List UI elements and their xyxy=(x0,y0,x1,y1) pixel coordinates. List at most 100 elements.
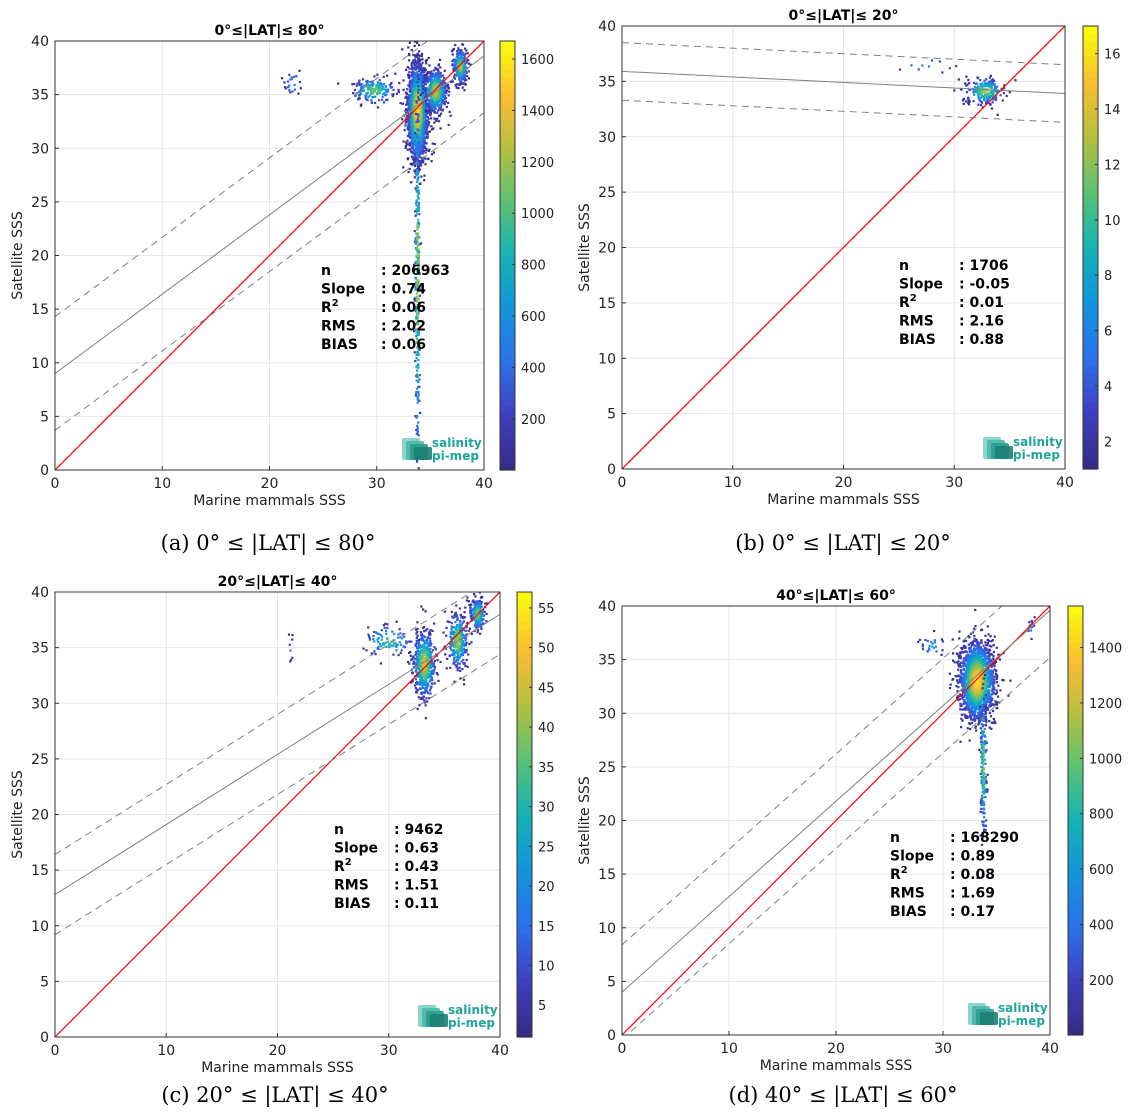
colorbar-tick-label: 1000 xyxy=(521,207,554,222)
density-cell xyxy=(457,629,461,632)
density-cell xyxy=(413,176,416,179)
density-cell xyxy=(428,680,432,683)
density-cell xyxy=(417,250,421,254)
density-cell xyxy=(412,130,415,133)
density-cell xyxy=(420,105,423,109)
density-cell xyxy=(439,660,442,664)
density-cell xyxy=(967,78,970,81)
colorbar-step xyxy=(1083,48,1098,57)
density-cell xyxy=(415,208,418,211)
density-cell xyxy=(366,91,369,95)
density-cell xyxy=(423,97,426,100)
colorbar-tick-label: 8 xyxy=(1104,269,1112,284)
density-cell xyxy=(428,662,431,665)
colorbar-step xyxy=(1083,409,1098,418)
density-cell xyxy=(434,66,437,69)
density-cell xyxy=(381,98,384,101)
density-cell xyxy=(464,83,467,86)
density-cell xyxy=(414,171,417,174)
density-cell xyxy=(461,60,464,63)
density-cell xyxy=(411,134,414,137)
density-cell xyxy=(413,230,416,233)
density-cell xyxy=(450,648,453,651)
density-cell xyxy=(421,93,424,96)
density-cell xyxy=(436,82,440,86)
density-cell xyxy=(410,136,414,140)
density-cell xyxy=(452,75,456,78)
density-cell xyxy=(419,88,423,91)
density-cell xyxy=(430,109,434,112)
density-cell xyxy=(437,120,441,123)
density-cell xyxy=(412,141,415,144)
density-cell xyxy=(415,300,419,303)
density-cell xyxy=(415,100,418,103)
density-cell xyxy=(424,95,427,98)
density-cell xyxy=(427,667,430,670)
density-cell xyxy=(421,103,425,106)
density-cell xyxy=(425,666,428,669)
density-cell xyxy=(414,93,417,97)
density-cell xyxy=(413,74,417,77)
colorbar-step xyxy=(1083,328,1098,337)
density-cell xyxy=(445,634,448,637)
density-cell xyxy=(413,58,417,61)
density-cell xyxy=(456,669,459,672)
stat-value: : 206963 xyxy=(381,263,450,279)
density-cell xyxy=(439,127,442,130)
density-cell xyxy=(416,80,419,84)
density-cell xyxy=(416,62,419,65)
density-cell xyxy=(416,146,419,149)
density-cell xyxy=(448,110,451,114)
density-cell xyxy=(451,59,454,63)
density-cell xyxy=(416,398,420,401)
density-cell xyxy=(437,69,440,73)
density-cell xyxy=(290,76,293,79)
density-cell xyxy=(415,656,418,659)
density-cell xyxy=(416,180,419,184)
colorbar-step xyxy=(1083,55,1098,64)
x-tick-label: 20 xyxy=(261,476,279,492)
density-cell xyxy=(431,85,434,88)
density-cell xyxy=(442,631,445,634)
density-cell xyxy=(465,641,468,644)
identity-line xyxy=(622,26,1065,469)
density-cell xyxy=(410,162,414,165)
density-cell xyxy=(418,143,422,147)
density-cell xyxy=(408,148,412,151)
density-cell xyxy=(452,645,456,648)
density-cell xyxy=(977,103,980,106)
density-cell xyxy=(432,665,435,668)
density-cell xyxy=(416,289,419,292)
density-cell xyxy=(415,632,418,635)
density-cell xyxy=(401,118,404,121)
density-cell xyxy=(426,119,429,122)
density-cell xyxy=(419,156,422,159)
colorbar-step xyxy=(500,55,515,64)
density-cell xyxy=(435,100,439,104)
density-cell xyxy=(990,89,993,93)
density-cell xyxy=(417,395,420,398)
density-cell xyxy=(427,103,431,106)
density-cell xyxy=(409,654,412,657)
density-cell xyxy=(417,134,420,138)
density-cell xyxy=(411,147,414,150)
density-cell xyxy=(411,680,414,683)
density-cell xyxy=(422,119,425,122)
density-cell xyxy=(415,356,418,360)
density-cell xyxy=(424,629,427,632)
density-cell xyxy=(385,89,388,92)
colorbar-step xyxy=(500,169,515,178)
density-cell xyxy=(425,655,429,658)
colorbar-step xyxy=(1083,284,1098,293)
density-cell xyxy=(409,650,412,654)
density-cell xyxy=(426,664,430,667)
density-cell xyxy=(428,675,431,678)
density-cell xyxy=(414,310,417,313)
density-cell xyxy=(428,121,431,124)
density-cell xyxy=(977,91,980,94)
density-cell xyxy=(983,90,986,93)
density-cell xyxy=(376,81,380,84)
density-cell xyxy=(409,80,412,83)
density-cell xyxy=(461,621,464,625)
density-cell xyxy=(430,80,433,84)
